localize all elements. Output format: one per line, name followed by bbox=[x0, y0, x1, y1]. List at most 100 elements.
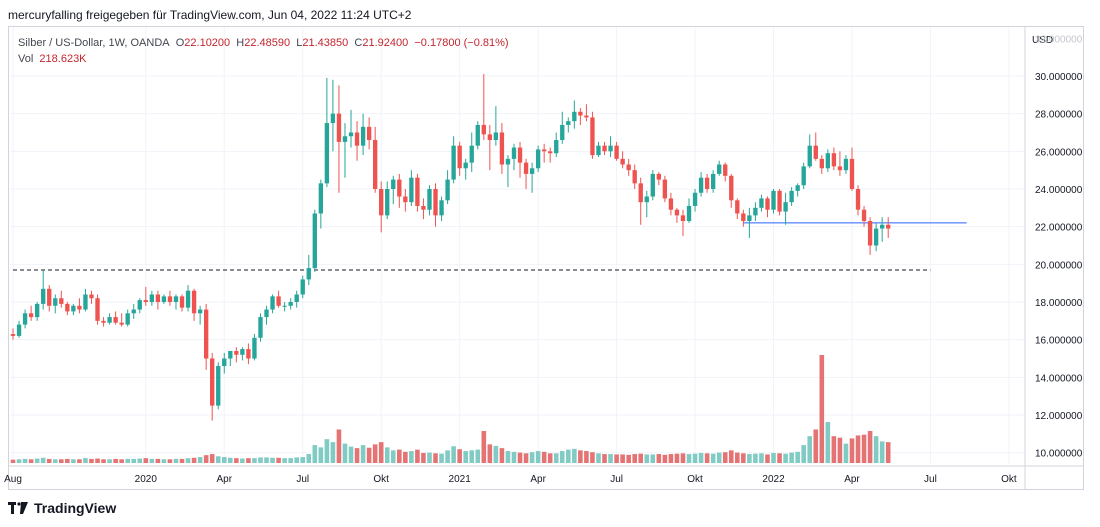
volume-bar bbox=[747, 454, 752, 463]
volume-bar bbox=[801, 445, 806, 463]
volume-bar bbox=[632, 454, 637, 463]
volume-bar bbox=[505, 451, 511, 463]
tradingview-logo-icon bbox=[8, 502, 28, 514]
candle-body bbox=[650, 173, 655, 197]
candle-body bbox=[668, 198, 674, 210]
candle-body bbox=[264, 309, 269, 318]
candle-body bbox=[499, 132, 505, 165]
candle-body bbox=[143, 300, 148, 303]
volume-bar bbox=[499, 448, 505, 463]
volume-bar bbox=[16, 459, 22, 463]
candle-body bbox=[354, 132, 360, 146]
candle-body bbox=[113, 317, 118, 323]
volume-bar bbox=[167, 459, 173, 463]
time-tick-label: 2020 bbox=[135, 474, 158, 485]
volume-bar bbox=[185, 458, 191, 463]
volume-bar bbox=[427, 452, 432, 463]
candle-body bbox=[523, 162, 529, 174]
volume-bar bbox=[451, 446, 456, 463]
volume-bar bbox=[318, 447, 324, 463]
volume-bar bbox=[40, 457, 46, 463]
volume-bar bbox=[559, 451, 565, 463]
volume-bar bbox=[553, 453, 559, 463]
candle-body bbox=[95, 298, 100, 321]
time-tick-label: Apr bbox=[530, 474, 546, 485]
candles bbox=[10, 74, 891, 421]
time-tick-label: Jul bbox=[610, 474, 623, 485]
volume-bar bbox=[535, 451, 541, 463]
candle-body bbox=[741, 213, 746, 222]
candle-body bbox=[572, 111, 577, 122]
volume-value: 218.623K bbox=[39, 53, 87, 65]
volume-bar bbox=[221, 457, 227, 463]
high-value: 22.48590 bbox=[244, 37, 291, 49]
low-value: 21.43850 bbox=[302, 37, 349, 49]
volume-bar bbox=[173, 458, 179, 463]
candle-body bbox=[318, 183, 324, 214]
close-key: C bbox=[354, 37, 363, 49]
volume-bar bbox=[433, 453, 438, 463]
candle-body bbox=[403, 196, 408, 203]
volume-bar bbox=[644, 454, 650, 463]
price-tick-label: 16.000000 bbox=[1035, 336, 1083, 347]
volume-bar bbox=[704, 453, 710, 463]
candle-body bbox=[234, 350, 239, 355]
volume-bar bbox=[89, 458, 94, 463]
volume-bar bbox=[348, 446, 354, 463]
ohlc-line: Silber / US-Dollar, 1W, OANDA O22.10200 … bbox=[18, 35, 509, 51]
volume-bar bbox=[735, 452, 740, 463]
candle-body bbox=[698, 177, 704, 193]
volume-bar bbox=[692, 453, 698, 463]
volume-key: Vol bbox=[18, 53, 34, 65]
candle-body bbox=[813, 145, 818, 159]
candle-body bbox=[83, 294, 88, 310]
volume-bar bbox=[28, 459, 34, 463]
candle-body bbox=[252, 337, 257, 359]
candle-body bbox=[656, 173, 662, 180]
candle-body bbox=[548, 151, 553, 154]
volume-bar bbox=[282, 458, 287, 463]
candle-body bbox=[753, 207, 758, 216]
candle-body bbox=[596, 145, 601, 156]
candle-body bbox=[306, 268, 311, 280]
candle-body bbox=[71, 305, 76, 312]
candle-body bbox=[529, 168, 535, 174]
price-tick-label: 22.000000 bbox=[1035, 223, 1083, 234]
candle-body bbox=[149, 294, 155, 303]
volume-bar bbox=[523, 453, 529, 463]
volume-bar bbox=[445, 450, 450, 463]
brand-name[interactable]: TradingView bbox=[34, 500, 117, 516]
volume-bar bbox=[837, 437, 843, 463]
volume-bar bbox=[83, 458, 88, 463]
volume-bar bbox=[125, 458, 130, 463]
volume-bar bbox=[541, 451, 547, 463]
volume-bar bbox=[843, 443, 849, 463]
volume-bar bbox=[481, 430, 487, 463]
volume-bar bbox=[650, 454, 656, 463]
volume-bar bbox=[849, 438, 855, 463]
time-tick-label: Apr bbox=[216, 474, 232, 485]
volume-bar bbox=[288, 458, 293, 463]
candle-body bbox=[167, 296, 173, 303]
volume-bar bbox=[680, 453, 686, 463]
volume-bar bbox=[306, 454, 312, 463]
candle-body bbox=[179, 296, 185, 308]
volume-bar bbox=[572, 448, 577, 463]
candle-body bbox=[330, 113, 336, 124]
candle-body bbox=[463, 162, 468, 169]
candle-body bbox=[608, 145, 613, 152]
volume-bar bbox=[493, 445, 499, 463]
volume-bar bbox=[710, 453, 716, 463]
candle-body bbox=[620, 158, 625, 165]
volume-bar bbox=[487, 444, 493, 463]
candle-body bbox=[638, 183, 643, 203]
volume-bar bbox=[22, 458, 28, 463]
candle-body bbox=[475, 124, 480, 146]
volume-bar bbox=[783, 453, 788, 463]
volume-bar bbox=[722, 452, 728, 463]
volume-bar bbox=[149, 458, 155, 463]
volume-bar bbox=[421, 452, 426, 463]
price-tick-label: 28.000000 bbox=[1035, 110, 1083, 121]
candle-body bbox=[493, 132, 499, 141]
